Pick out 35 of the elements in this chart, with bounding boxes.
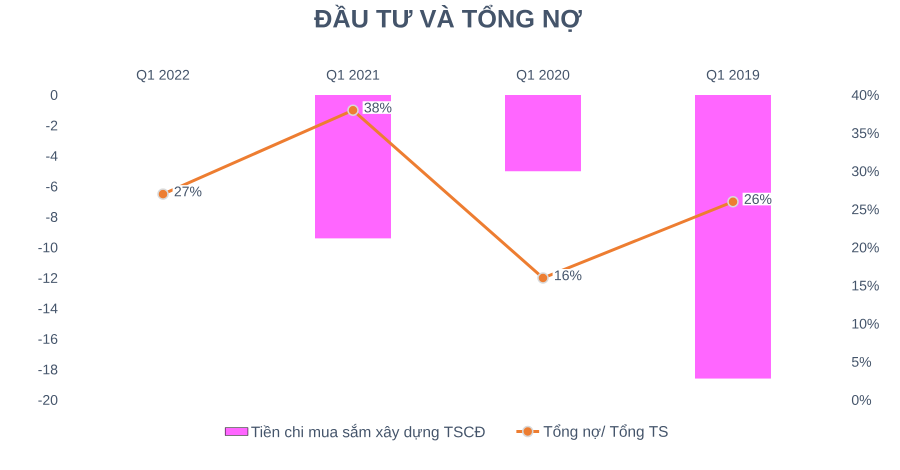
- y2-tick-label: 30%: [852, 166, 879, 176]
- data-label: 27%: [174, 186, 202, 196]
- y-tick-label: -4: [46, 151, 58, 161]
- x-tick-label: Q1 2021: [326, 70, 380, 82]
- chart-title: ĐẦU TƯ VÀ TỔNG NỢ: [314, 4, 582, 32]
- y2-tick-label: 10%: [852, 318, 879, 329]
- point: [347, 104, 359, 116]
- y2-tick-label: 25%: [852, 204, 879, 214]
- y2-tick-label: 35%: [852, 128, 879, 138]
- y-tick-label: -18: [38, 364, 58, 374]
- legend-label: Tổng nợ/ Tổng TS: [544, 424, 668, 440]
- x-tick-label: Q1 2020: [516, 70, 570, 82]
- data-label: 26%: [744, 194, 772, 204]
- data-label: 38%: [364, 102, 392, 113]
- y-tick-label: -12: [38, 273, 58, 283]
- x-tick-label: Q1 2019: [706, 70, 760, 82]
- y2-tick-label: 15%: [852, 280, 879, 291]
- y2-tick-label: 5%: [852, 356, 872, 367]
- y-tick-label: -10: [38, 242, 58, 252]
- y-tick-label: 0: [50, 90, 58, 100]
- y2-tick-label: 0%: [852, 395, 872, 405]
- y-tick-label: -8: [46, 212, 58, 222]
- y-tick-label: -6: [46, 182, 58, 192]
- data-label: 16%: [555, 270, 582, 280]
- point: [157, 188, 169, 200]
- legend-label: Tiền chi mua sắm xây dựng TSCĐ: [251, 424, 485, 440]
- y2-tick-label: 20%: [852, 242, 879, 252]
- x-tick-label: Q1 2022: [136, 70, 190, 82]
- y-tick-label: -14: [38, 304, 58, 314]
- point: [727, 196, 739, 208]
- y-tick-label: -16: [38, 334, 58, 344]
- point: [537, 272, 549, 284]
- y-tick-label: -2: [46, 120, 58, 130]
- y-tick-label: -20: [38, 395, 58, 405]
- y2-tick-label: 40%: [852, 90, 879, 100]
